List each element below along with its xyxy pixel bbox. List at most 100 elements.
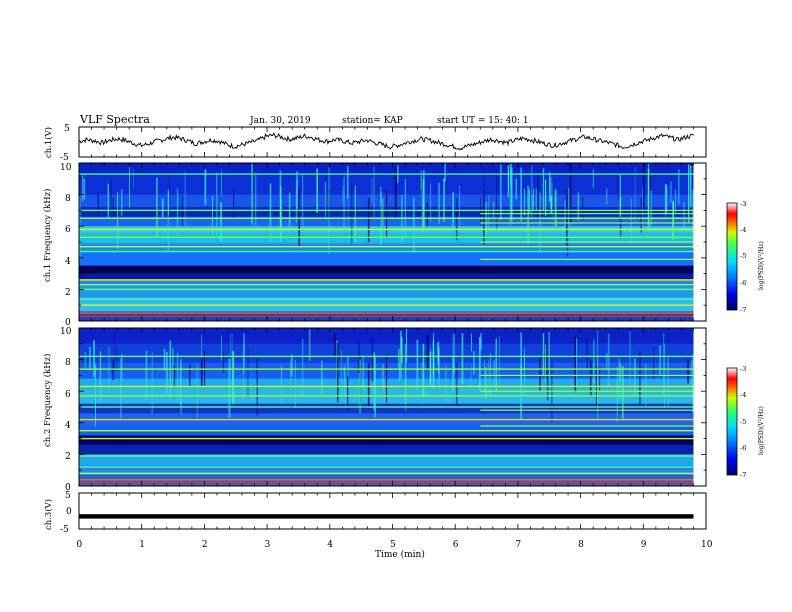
spec2-burst	[308, 329, 311, 361]
spec1-burst	[204, 169, 207, 205]
spec1-burst	[354, 185, 356, 244]
spec2-burst	[545, 344, 547, 381]
spec1-burst	[672, 201, 674, 240]
spec2-burst	[231, 333, 233, 386]
spec2-burst	[358, 342, 360, 373]
spec1-line-3	[79, 228, 694, 231]
spec1-burst	[97, 192, 99, 216]
spec2-burst	[593, 339, 595, 384]
spec2-burst	[281, 364, 282, 402]
spec1-burst	[81, 175, 84, 202]
spec2-burst	[406, 328, 408, 363]
spec2-band-11	[79, 465, 694, 475]
spec1-burst	[386, 189, 388, 238]
spec1-burst	[169, 170, 170, 195]
spec1-burst	[373, 166, 375, 217]
spec2-burst	[426, 334, 429, 370]
ch3-ylabel: ch.3(V)	[43, 499, 54, 530]
spec1-line-8	[79, 284, 694, 286]
spec1-burst	[422, 178, 425, 233]
time-tick-3: 3	[265, 540, 271, 550]
ch1-ytick-5: 5	[64, 124, 70, 134]
spec1-burst	[531, 165, 533, 217]
spec1-burst	[545, 179, 547, 216]
spec2-burst	[121, 354, 123, 381]
spec1-burst	[216, 172, 218, 236]
spec1-burst	[551, 182, 553, 221]
spec2-burst	[371, 338, 374, 382]
spec1-line-12	[79, 312, 694, 314]
spec2-burst	[452, 357, 454, 392]
spec1-line-6	[79, 250, 694, 253]
spec2-burst	[453, 334, 455, 373]
ch3-ytick-5: 5	[65, 491, 71, 501]
spec1-burst	[566, 194, 569, 257]
spec2-burst	[228, 359, 231, 418]
spec2-burst	[221, 335, 222, 361]
spec2-burst	[634, 358, 636, 395]
spec1-burst	[619, 174, 621, 216]
spec2-burst	[230, 333, 231, 371]
spec2-burst	[405, 358, 407, 411]
spec1-band-10	[79, 273, 694, 280]
spec2-burst	[473, 351, 475, 375]
spec1-burst	[107, 183, 109, 218]
spec1-burst	[542, 168, 545, 210]
spec2-burst	[520, 332, 522, 387]
spec1-burst	[133, 168, 134, 189]
spec1-burst	[524, 188, 525, 216]
spec1-burst	[592, 169, 594, 189]
spec2-burst	[667, 356, 669, 406]
ch2-freq-tick-2: 2	[65, 452, 71, 462]
spec1-burst	[289, 192, 291, 227]
spec1-line-4	[79, 236, 694, 238]
spec1-burst	[251, 163, 253, 225]
spec1-burst	[324, 182, 326, 217]
spec1-line-2	[79, 217, 694, 219]
spec2-burst	[645, 363, 647, 407]
spec2-burst	[416, 339, 419, 391]
spec2-burst	[484, 360, 486, 399]
spec2-burst	[432, 340, 434, 375]
ch1-freq-tick-10: 10	[60, 163, 72, 173]
spec1-burst	[296, 171, 298, 209]
spec1-burst	[630, 198, 632, 243]
spec1-burst	[444, 163, 446, 182]
spec2-burst	[659, 345, 661, 375]
spec1-band-9	[79, 265, 694, 274]
spec1-burst	[683, 201, 685, 228]
spec1-burst	[221, 170, 222, 196]
spec1-burst	[483, 189, 485, 245]
spec1-line-1	[79, 209, 694, 212]
spec1-burst	[515, 178, 517, 200]
date-label: Jan. 30, 2019	[249, 116, 311, 126]
spec1-burst	[79, 196, 81, 259]
spec1-burst	[688, 164, 690, 223]
ch2-spectrogram-image	[79, 328, 695, 486]
ch2-spectrogram-panel: 0 2 4 6 8 10 ch.2 Frequency (kHz) -3 -4 …	[42, 327, 765, 493]
spec1-burst	[650, 190, 652, 227]
spec2-band-0	[79, 328, 694, 344]
ch1-colorbar	[726, 202, 738, 311]
spec1-burst	[549, 172, 551, 202]
spec1-burst	[404, 178, 406, 238]
spec1-burst	[167, 190, 169, 251]
spec2-burst	[400, 331, 402, 379]
spec1-burst	[619, 197, 622, 217]
ch1-freq-tick-8: 8	[65, 194, 71, 204]
spec1-burst	[493, 201, 495, 218]
spec2-burst	[598, 366, 601, 391]
spec2-burst	[663, 333, 665, 394]
spec2-band-9	[79, 444, 694, 455]
spec2-burst	[687, 359, 689, 384]
spec1-late-line-3	[480, 258, 694, 260]
spec2-burst	[455, 363, 458, 406]
spec1-burst	[328, 192, 330, 255]
spec2-burst	[343, 367, 345, 395]
spec1-burst	[640, 198, 642, 233]
spec2-burst	[151, 351, 153, 414]
spec2-line-10	[79, 472, 694, 475]
spec2-burst	[524, 347, 525, 396]
spec1-burst	[371, 178, 373, 203]
